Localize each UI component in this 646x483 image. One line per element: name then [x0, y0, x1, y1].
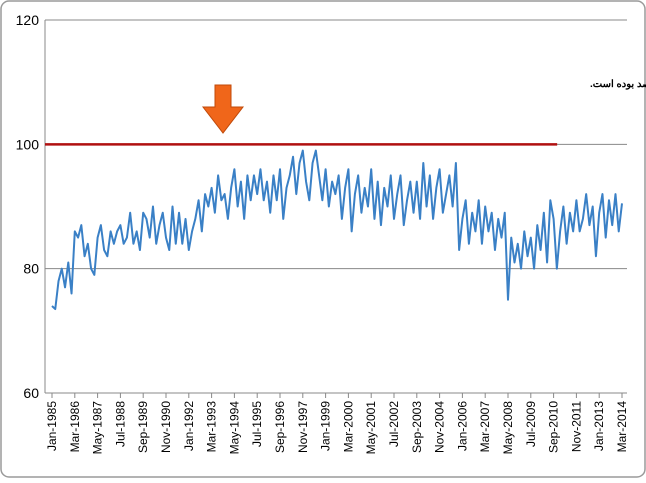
x-tick-label: Mar-2014 [615, 401, 629, 453]
x-tick-label: Mar-1993 [205, 401, 219, 453]
x-tick-label: Mar-1986 [68, 401, 82, 453]
x-tick-label: Sep-2003 [410, 401, 424, 453]
arrow [201, 84, 245, 134]
x-tick-label: Jan-1999 [319, 401, 333, 451]
x-tick-label: Jan-2013 [592, 401, 606, 451]
x-tick-label: May-1987 [91, 401, 105, 455]
x-tick-label: Jan-2006 [455, 401, 469, 451]
x-tick-label: Sep-1996 [273, 401, 287, 453]
x-tick-label: Jan-1992 [182, 401, 196, 451]
x-tick-label: Jul-2002 [387, 401, 401, 447]
x-tick-label: Jul-1988 [113, 401, 127, 447]
x-tick-label: Nov-1997 [296, 401, 310, 453]
x-tick-label: Jan-1985 [45, 401, 59, 451]
x-tick-label: Mar-2007 [478, 401, 492, 453]
y-tick-label: 120 [16, 12, 40, 28]
line-series [51, 149, 623, 311]
x-tick-label: Jul-2009 [524, 401, 538, 447]
y-tick-label: 60 [23, 385, 39, 401]
y-tick-label: 100 [16, 136, 40, 152]
x-tick-label: May-1994 [227, 401, 241, 455]
x-tick-label: Mar-2000 [341, 401, 355, 453]
x-tick-label: May-2008 [501, 401, 515, 455]
y-tick-label: 80 [23, 261, 39, 277]
x-tick-label: Sep-1989 [136, 401, 150, 453]
x-tick-label: Nov-2004 [433, 401, 447, 453]
x-tick-label: Jul-1995 [250, 401, 264, 447]
x-tick-label: Sep-2010 [547, 401, 561, 453]
x-tick-label: May-2001 [364, 401, 378, 455]
x-tick-label: Nov-2011 [569, 401, 583, 452]
x-tick-label: Nov-1990 [159, 401, 173, 453]
annotation: همواره نسبت کل ظرفیت عملی به اسمی زیر 10… [590, 79, 646, 90]
